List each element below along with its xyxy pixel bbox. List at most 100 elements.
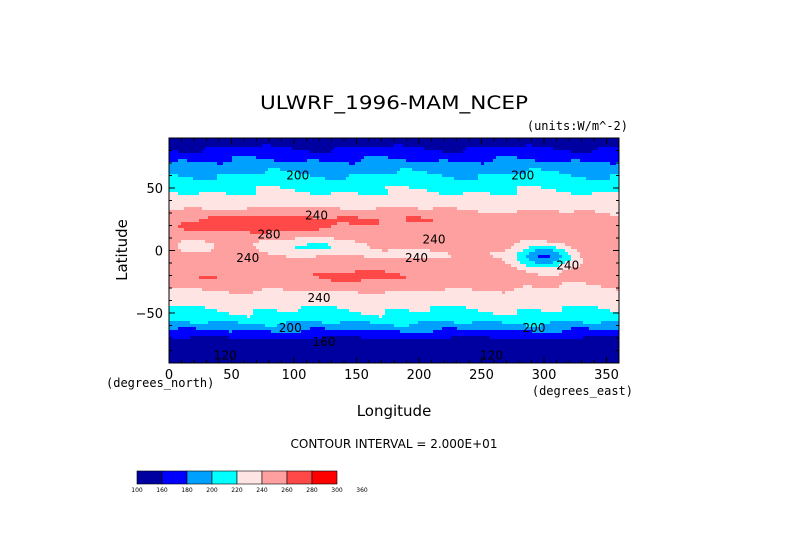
contour-band-cell — [514, 243, 566, 247]
contour-band-cell — [253, 312, 362, 316]
contour-band-cell — [178, 225, 332, 229]
contour-band-cell — [169, 354, 619, 358]
colorbar-swatch — [136, 470, 163, 485]
contour-band-cell — [169, 339, 619, 343]
contour-band-cell — [298, 309, 350, 313]
contour-band-cell — [325, 177, 347, 181]
contour-band-cell — [565, 249, 578, 253]
contour-band-cell — [490, 252, 518, 256]
x-tick-label: 0 — [165, 368, 173, 383]
contour-band-cell — [277, 324, 395, 328]
contour-band-cell — [541, 168, 619, 172]
contour-band-cell — [229, 312, 254, 316]
contour-band-cell — [169, 195, 619, 199]
contour-band-cell — [583, 321, 602, 325]
contour-band-cell — [268, 231, 619, 235]
contour-band-cell — [517, 252, 530, 256]
contour-band-cell — [580, 159, 619, 163]
contour-band-cell — [523, 249, 536, 253]
contour-band-cell — [358, 192, 389, 196]
contour-band-cell — [307, 159, 320, 163]
contour-band-cell — [580, 255, 619, 259]
contour-band-cell — [169, 147, 206, 151]
contour-band-cell — [169, 243, 179, 247]
contour-band-cell — [493, 312, 518, 316]
contour-band-cell — [571, 174, 611, 178]
contour-band-cell — [535, 261, 554, 265]
contour-band-cell — [256, 189, 296, 193]
y-tick-label: 0 — [155, 245, 163, 260]
contour-band-cell — [316, 255, 365, 259]
contour-band-cell — [505, 249, 524, 253]
contour-band-cell — [466, 147, 554, 151]
y-unit-label: (degrees_north) — [106, 376, 214, 390]
contour-band-cell — [169, 174, 179, 178]
contour-band-cell — [592, 150, 619, 154]
contour-band-cell — [385, 270, 527, 274]
contour-band-cell — [319, 159, 362, 163]
contour-band-cell — [193, 177, 218, 181]
contour-label: 240 — [405, 251, 428, 265]
contour-band-cell — [562, 330, 619, 334]
contour-band-cell — [517, 312, 619, 316]
contour-band-cell — [205, 240, 260, 244]
contour-label: 240 — [236, 251, 259, 265]
contour-band-cell — [307, 243, 329, 247]
contour-band-cell — [559, 252, 569, 256]
contour-band-cell — [355, 270, 386, 274]
contour-band-cell — [202, 288, 263, 292]
contour-band-cell — [169, 303, 619, 307]
contour-band-cell — [517, 309, 542, 313]
contour-band-cell — [169, 168, 269, 172]
contour-band-cell — [301, 306, 338, 310]
contour-band-cell — [481, 162, 485, 166]
contour-band-cell — [586, 177, 611, 181]
contour-band-cell — [472, 321, 503, 325]
contour-interval: CONTOUR INTERVAL = 2.000E+01 — [291, 437, 498, 451]
contour-band-cell — [169, 180, 619, 184]
contour-band-cell — [520, 240, 548, 244]
contour-band-cell — [190, 321, 209, 325]
contour-band-cell — [265, 324, 278, 328]
x-tick-label: 300 — [532, 368, 557, 383]
contour-band-cell — [601, 321, 619, 325]
contour-band-cell — [610, 162, 617, 166]
contour-band-cell — [169, 294, 619, 298]
contour-band-cell — [409, 309, 431, 313]
contour-band-cell — [571, 327, 590, 331]
contour-band-cell — [334, 237, 619, 241]
contour-band-cell — [478, 309, 518, 313]
contour-band-cell — [286, 321, 323, 325]
contour-band-cell — [199, 192, 227, 196]
colorbar-tick-label: 240 — [256, 487, 268, 494]
contour-band-cell — [310, 192, 332, 196]
contour-band-cell — [310, 150, 332, 154]
contour-band-cell — [169, 225, 179, 229]
contour-band-cell — [478, 174, 572, 178]
contour-band-cell — [583, 261, 619, 265]
contour-band-cell — [385, 312, 494, 316]
contour-band-cell — [169, 231, 251, 235]
contour-band-cell — [490, 336, 584, 340]
contour-band-cell — [553, 147, 599, 151]
contour-band-cell — [559, 285, 602, 289]
contour-band-cell — [274, 159, 308, 163]
contour-label: 240 — [556, 259, 579, 273]
contour-band-cell — [442, 174, 479, 178]
contour-band-cell — [268, 168, 281, 172]
contour-band-cell — [232, 156, 257, 160]
contour-band-cell — [457, 327, 572, 331]
contour-label: 200 — [511, 169, 534, 183]
contour-band-cell — [280, 186, 386, 190]
contour-band-cell — [310, 327, 326, 331]
contour-band-cell — [202, 150, 311, 154]
chart-title: ULWRF_1996-MAM_NCEP — [260, 92, 528, 114]
contour-band-cell — [169, 183, 619, 187]
contour-band-cell — [364, 255, 452, 259]
contour-band-cell — [379, 222, 619, 226]
contour-band-cell — [169, 219, 200, 223]
colorbar-tick-label: 260 — [281, 487, 293, 494]
contour-band-cell — [526, 171, 560, 175]
contour-band-cell — [169, 177, 194, 181]
contour-band-cell — [400, 273, 539, 277]
